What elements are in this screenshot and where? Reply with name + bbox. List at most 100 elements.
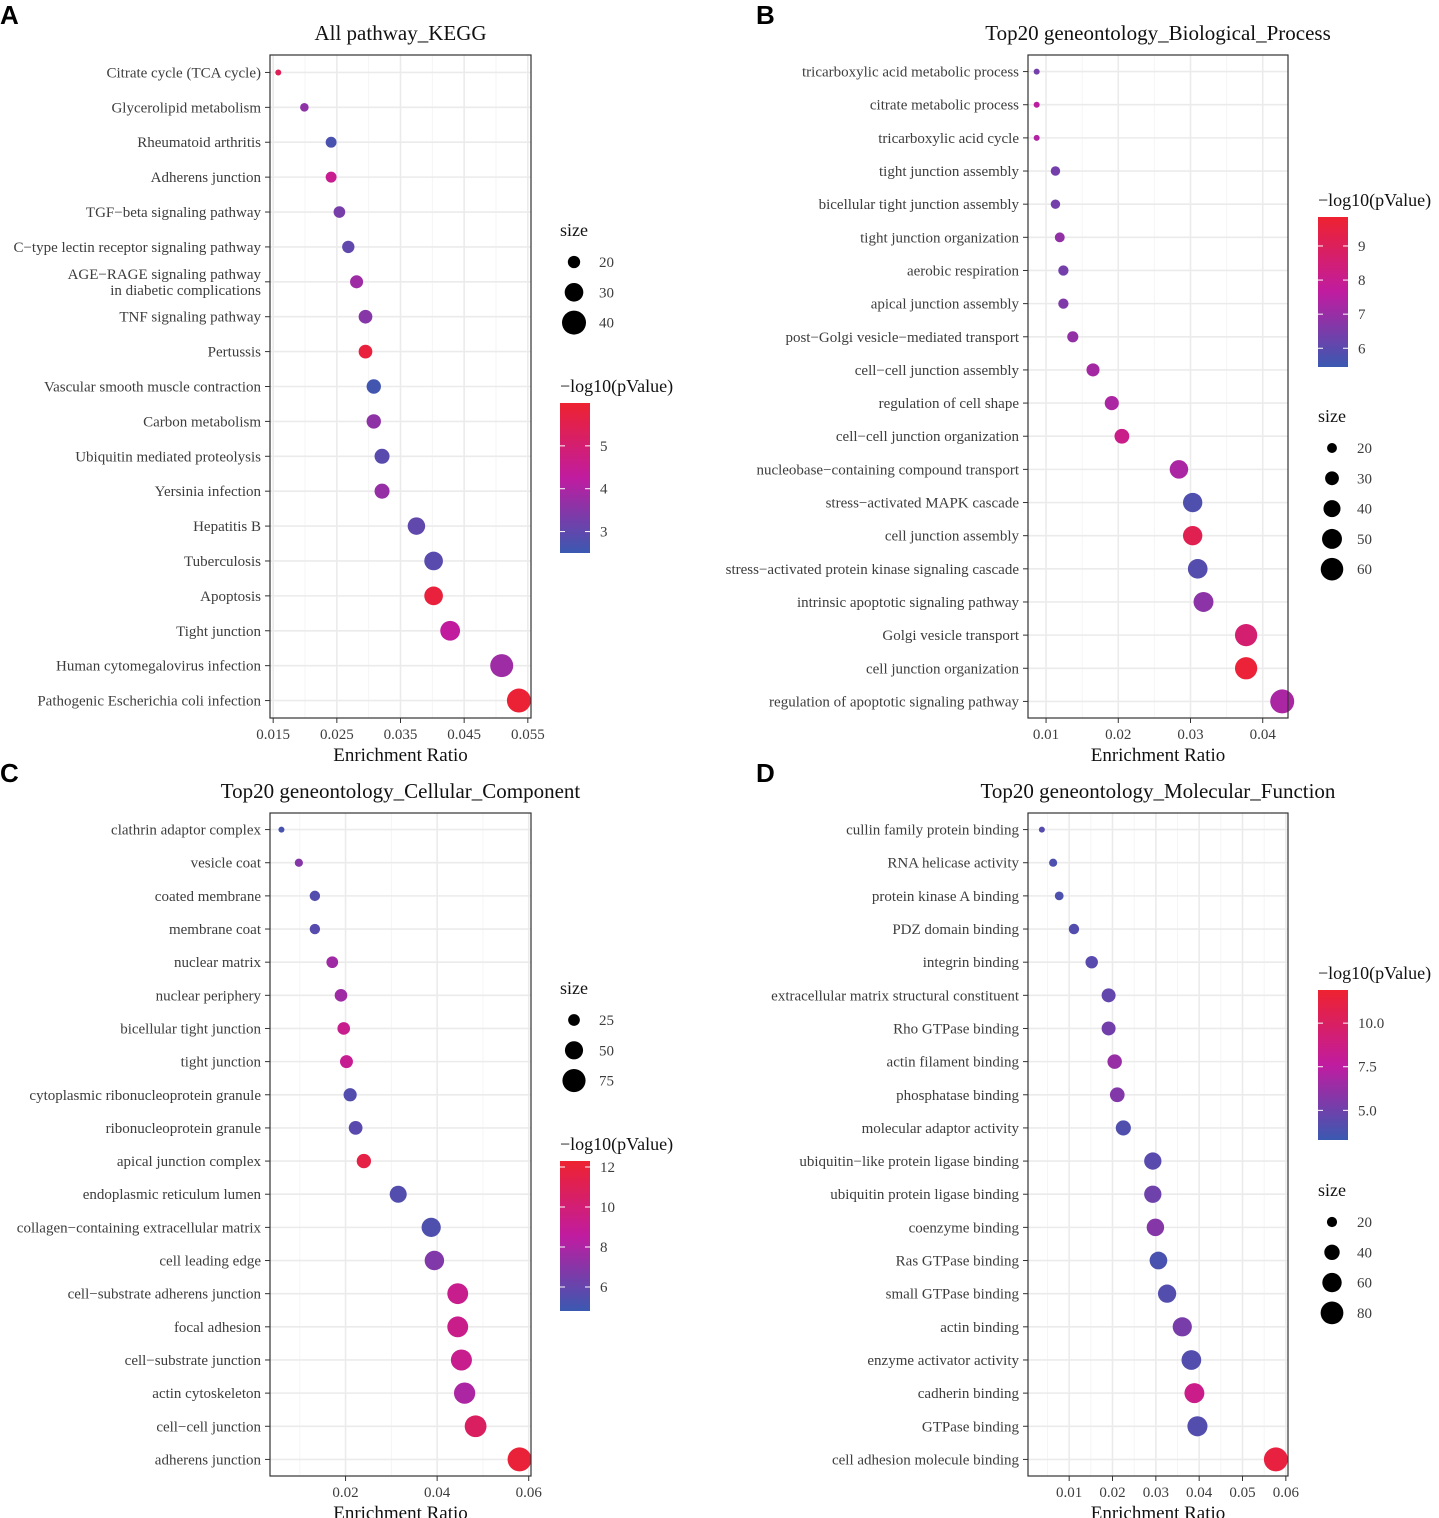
plot-border (269, 812, 532, 1477)
y-tick-label: Human cytomegalovirus infection (56, 659, 261, 675)
y-tick-label: tight junction assembly (879, 164, 1019, 180)
data-point (1146, 1218, 1165, 1237)
color-legend-title: −log10(pValue) (1318, 190, 1431, 211)
y-tick-label: Ras GTPase binding (896, 1254, 1020, 1270)
color-legend-title: −log10(pValue) (560, 1134, 673, 1155)
data-point (309, 890, 321, 902)
data-point (1054, 891, 1064, 901)
data-point (1101, 988, 1116, 1003)
size-legend-dot (1325, 471, 1339, 486)
y-tick-label: Pertussis (208, 345, 262, 361)
y-tick-label: tight junction organization (860, 230, 1019, 246)
x-tick-label: 0.02 (1105, 727, 1131, 743)
data-point (1187, 1416, 1208, 1437)
color-legend-title: −log10(pValue) (560, 376, 673, 397)
y-tick-label: cell−substrate adherens junction (68, 1287, 262, 1303)
data-point (1169, 460, 1189, 479)
size-legend-title: size (1318, 1180, 1346, 1200)
size-legend-dot (1327, 443, 1337, 453)
chart-title: Top20 geneontology_Molecular_Function (981, 779, 1336, 803)
color-bar (560, 403, 590, 553)
y-tick-label: Pathogenic Escherichia coli infection (37, 694, 261, 710)
panel-b: B Top20 geneontology_Biological_Processtr… (726, 0, 1431, 766)
data-point (1050, 199, 1061, 209)
data-point (440, 620, 461, 641)
y-tick-label: TNF signaling pathway (119, 310, 261, 326)
data-point (453, 1382, 476, 1404)
y-tick-label: collagen−containing extracellular matrix (17, 1220, 262, 1236)
y-tick-label: Vascular smooth muscle contraction (44, 380, 262, 396)
y-tick-label: Tight junction (176, 624, 261, 640)
data-point (326, 956, 339, 969)
color-legend-label: 10.0 (1358, 1016, 1384, 1032)
data-point (1050, 166, 1061, 176)
size-legend-dot (1323, 500, 1341, 518)
color-legend-title: −log10(pValue) (1318, 963, 1431, 984)
data-point (424, 551, 443, 571)
x-tick-label: 0.035 (384, 727, 418, 743)
data-point (337, 1022, 351, 1035)
size-legend-label: 20 (1357, 1215, 1372, 1231)
y-tick-label-line: in diabetic complications (110, 283, 261, 299)
y-tick-label: Adherens junction (151, 170, 262, 186)
y-tick-label: Ubiquitin mediated proteolysis (75, 449, 261, 465)
x-tick-label: 0.02 (332, 1485, 358, 1501)
size-legend-dot (1320, 1301, 1344, 1325)
y-tick-label: cytoplasmic ribonucleoprotein granule (29, 1088, 261, 1104)
data-point (374, 483, 390, 499)
x-tick-label: 0.01 (1033, 727, 1059, 743)
data-point (374, 448, 390, 464)
x-tick-label: 0.055 (511, 727, 545, 743)
x-tick-label: 0.03 (1143, 1485, 1169, 1501)
chart-title: Top20 geneontology_Cellular_Component (221, 779, 581, 803)
plot-background (1028, 813, 1288, 1476)
color-legend-label: 5 (600, 439, 608, 455)
y-tick-label: Citrate cycle (TCA cycle) (106, 65, 261, 81)
size-legend-label: 40 (599, 316, 614, 332)
data-point (342, 240, 355, 254)
size-legend-dot (1326, 1216, 1338, 1228)
size-legend-title: size (560, 978, 588, 998)
size-legend-label: 40 (1357, 502, 1372, 518)
size-legend-dot (1322, 1272, 1342, 1293)
y-tick-label: cell junction assembly (885, 529, 1020, 545)
color-legend-label: 8 (1358, 273, 1366, 289)
y-tick-label: integrin binding (923, 955, 1020, 971)
data-point (358, 344, 373, 359)
data-point (1270, 689, 1295, 714)
data-point (1068, 923, 1080, 935)
size-legend-label: 40 (1357, 1245, 1372, 1261)
color-legend-label: 7.5 (1358, 1060, 1377, 1076)
y-tick-label: apical junction complex (117, 1154, 262, 1170)
panel-d: D Top20 geneontology_Molecular_Functioncu… (756, 758, 1431, 1518)
color-legend-label: 10 (600, 1200, 615, 1216)
data-point (1187, 558, 1208, 579)
data-point (1038, 826, 1045, 833)
color-legend-label: 5.0 (1358, 1103, 1377, 1119)
y-tick-label: vesicle coat (191, 856, 262, 872)
data-point (389, 1185, 407, 1203)
color-legend-label: 4 (600, 482, 608, 498)
data-point (1234, 623, 1258, 647)
data-point (325, 136, 337, 148)
x-tick-label: 0.04 (424, 1485, 451, 1501)
size-legend-label: 30 (599, 285, 614, 301)
y-tick-label: extracellular matrix structural constitu… (771, 988, 1020, 1004)
data-point (1157, 1284, 1177, 1303)
data-point (1104, 396, 1119, 411)
size-legend-dot (564, 1041, 584, 1060)
data-point (275, 69, 282, 76)
x-tick-label: 0.045 (447, 727, 481, 743)
size-legend-label: 25 (599, 1013, 614, 1029)
x-tick-label: 0.015 (256, 727, 290, 743)
data-point (340, 1055, 353, 1069)
x-axis-label: Enrichment Ratio (1091, 745, 1226, 766)
y-tick-label: actin cytoskeleton (152, 1386, 261, 1402)
y-tick-label: coenzyme binding (909, 1220, 1020, 1236)
data-point (1172, 1317, 1192, 1337)
size-legend-dot (567, 255, 581, 269)
data-point (1067, 331, 1079, 343)
data-point (358, 309, 373, 324)
data-point (1144, 1185, 1162, 1203)
y-tick-label: citrate metabolic process (870, 98, 1019, 114)
